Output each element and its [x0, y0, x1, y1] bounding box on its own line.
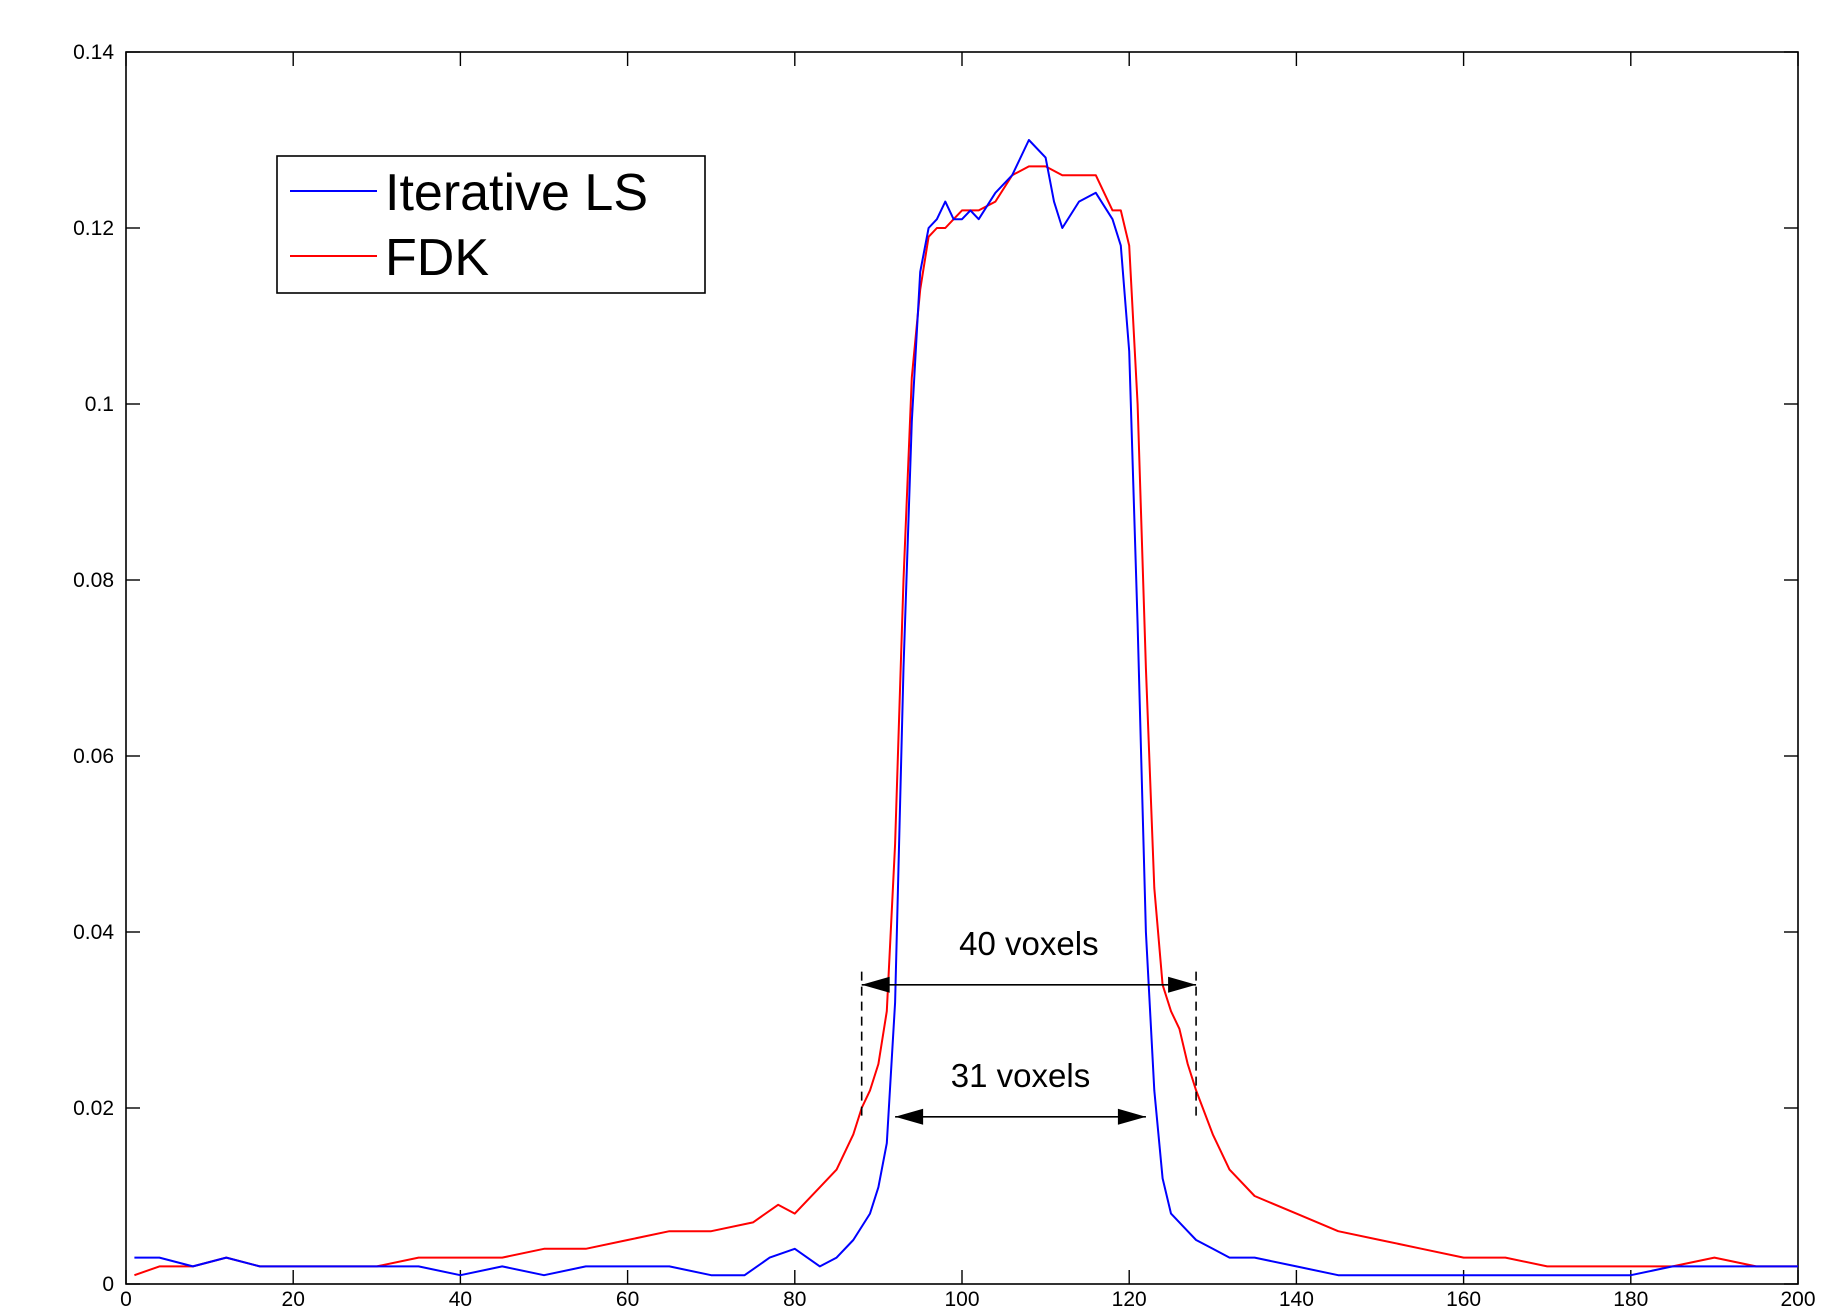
- x-tick-label: 0: [120, 1288, 132, 1311]
- annotation-arrowhead: [1168, 976, 1197, 993]
- series-line-iterative-ls: [134, 139, 1798, 1277]
- y-tick-label: 0.1: [85, 393, 114, 416]
- series-layer: [134, 139, 1798, 1277]
- legend-label-iterative-ls: Iterative LS: [385, 164, 648, 222]
- x-tick-label: 40: [449, 1288, 472, 1311]
- annotation-arrowhead: [1117, 1108, 1146, 1125]
- annotation-arrowhead: [861, 976, 890, 993]
- x-axis: 0 20 40 60 80 100 120 140 160 180 200: [120, 52, 1816, 1311]
- annotation-layer: 40 voxels 31 voxels: [860, 925, 1197, 1125]
- y-tick-label: 0.02: [73, 1097, 114, 1120]
- y-tick-label: 0: [102, 1273, 114, 1296]
- annotation-label: 31 voxels: [951, 1057, 1090, 1094]
- x-tick-label: 100: [944, 1288, 979, 1311]
- x-tick-label: 160: [1446, 1288, 1481, 1311]
- x-tick-label: 60: [616, 1288, 639, 1311]
- annotation-arrowhead: [895, 1108, 924, 1125]
- x-tick-label: 20: [282, 1288, 305, 1311]
- y-tick-label: 0.12: [73, 217, 114, 240]
- x-tick-label: 140: [1279, 1288, 1314, 1311]
- legend: Iterative LS FDK: [276, 155, 706, 294]
- x-tick-label: 180: [1613, 1288, 1648, 1311]
- x-tick-label: 200: [1780, 1288, 1815, 1311]
- x-tick-label: 80: [783, 1288, 806, 1311]
- y-tick-label: 0.14: [73, 41, 114, 64]
- y-tick-label: 0.08: [73, 569, 114, 592]
- legend-box: [276, 155, 706, 294]
- annotation-label: 40 voxels: [959, 925, 1098, 962]
- y-tick-label: 0.04: [73, 921, 114, 944]
- y-axis: 0 0.02 0.04 0.06 0.08 0.1 0.12 0.14: [73, 41, 1798, 1296]
- x-tick-label: 120: [1112, 1288, 1147, 1311]
- legend-label-fdk: FDK: [385, 229, 489, 287]
- y-tick-label: 0.06: [73, 745, 114, 768]
